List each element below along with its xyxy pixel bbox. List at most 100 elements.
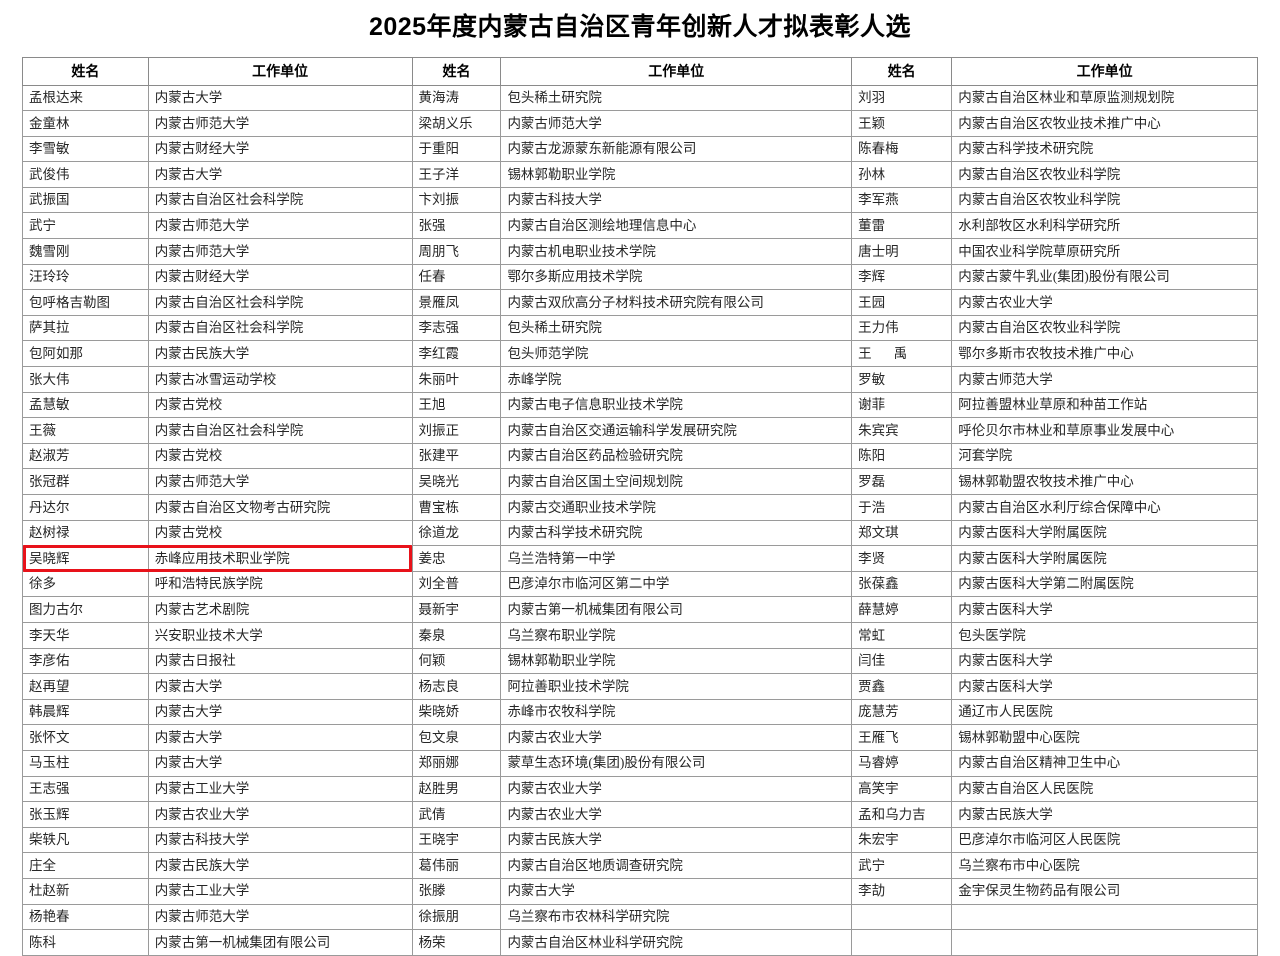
table-cell-name: 吴晓辉: [22, 545, 149, 572]
table-cell-name: 武宁: [851, 852, 953, 879]
table-cell-unit: 巴彦淖尔市临河区人民医院: [951, 826, 1258, 854]
table-cell-unit: 赤峰应用技术职业学院: [147, 545, 413, 572]
table-cell-unit: 阿拉善盟林业草原和种苗工作站: [951, 391, 1258, 419]
table-cell-name: 黄海涛: [411, 84, 502, 112]
table-cell-unit: 内蒙古大学: [147, 724, 413, 751]
table-cell-name: 赵淑芳: [22, 442, 149, 470]
table-cell-name: 于浩: [851, 494, 953, 521]
table-cell-name: 张玉辉: [22, 801, 149, 828]
table-cell-unit: 内蒙古蒙牛乳业(集团)股份有限公司: [951, 263, 1258, 291]
table-cell-unit: 内蒙古龙源蒙东新能源有限公司: [500, 135, 853, 163]
table-cell-name: 赵树禄: [22, 519, 149, 547]
table-cell-name: 王力伟: [851, 314, 953, 342]
table-cell-unit: 兴安职业技术大学: [147, 621, 413, 649]
table-cell-name: 刘全普: [411, 570, 502, 598]
table-cell-unit: 锡林郭勒盟中心医院: [951, 724, 1258, 751]
table-cell-name: 卞刘振: [411, 186, 502, 214]
table-row: 韩晨辉 内蒙古大学 柴晓娇 赤峰市农牧科学院 庞慧芳 通辽市人民医院: [22, 698, 1258, 726]
table-row: 包阿如那 内蒙古民族大学 李红霞 包头师范学院王禹鄂尔多斯市农牧技术推广中心: [22, 340, 1258, 368]
table-cell-unit: 包头师范学院: [500, 340, 853, 368]
table-cell-name: 谢菲: [851, 391, 953, 419]
table-cell-name: 梁胡义乐: [411, 110, 502, 137]
table-row: 马玉柱 内蒙古大学 郑丽娜 蒙草生态环境(集团)股份有限公司 马睿婷 内蒙古自治区精神卫生…: [22, 749, 1258, 777]
table-cell-unit: 内蒙古民族大学: [500, 826, 853, 854]
table-cell-unit: 内蒙古党校: [147, 391, 413, 419]
table-cell-name: 王园: [851, 289, 953, 316]
table-cell-name: 罗敏: [851, 366, 953, 393]
table-cell-name: 李红霞: [411, 340, 502, 368]
table-cell-unit: 包头医学院: [951, 621, 1258, 649]
table-cell-name: 孟根达来: [22, 84, 149, 112]
table-cell-unit: 鄂尔多斯应用技术学院: [500, 263, 853, 291]
table-cell-name: 萨其拉: [22, 314, 149, 342]
table-cell-unit: 内蒙古农业大学: [147, 801, 413, 828]
table-cell-unit: 内蒙古自治区林业科学研究院: [500, 929, 853, 956]
table-cell-name: 高笑宇: [851, 775, 953, 803]
table-cell-unit: 内蒙古医科大学第二附属医院: [951, 570, 1258, 598]
table-row: 赵再望 内蒙古大学 杨志良 阿拉善职业技术学院 贾鑫 内蒙古医科大学: [22, 673, 1258, 700]
table-cell-name: 聂新宇: [411, 596, 502, 623]
table-cell-unit: 内蒙古医科大学: [951, 647, 1258, 675]
table-cell-empty: [951, 929, 1258, 956]
table-cell-name: 包阿如那: [22, 340, 149, 368]
table-cell-name: 汪玲玲: [22, 263, 149, 291]
table-cell-unit: 内蒙古农业大学: [500, 775, 853, 803]
table-cell-unit: 内蒙古自治区社会科学院: [147, 314, 413, 342]
table-cell-unit: 内蒙古自治区精神卫生中心: [951, 749, 1258, 777]
table-cell-unit: 内蒙古自治区国土空间规划院: [500, 468, 853, 495]
table-cell-unit: 内蒙古师范大学: [147, 903, 413, 931]
table-cell-unit: 内蒙古师范大学: [147, 212, 413, 240]
table-cell-name: 杜赵新: [22, 877, 149, 905]
table-cell-unit: 锡林郭勒盟农牧技术推广中心: [951, 468, 1258, 495]
column-header-name-3: 姓名: [851, 56, 953, 86]
table-cell-name: 徐多: [22, 570, 149, 598]
table-cell-name: 庄全: [22, 852, 149, 879]
table-cell-unit: 内蒙古医科大学附属医院: [951, 545, 1258, 572]
table-cell-name: 陈科: [22, 929, 149, 956]
table-row: 武俊伟 内蒙古大学 王子洋 锡林郭勒职业学院 孙林 内蒙古自治区农牧业科学院: [22, 161, 1258, 188]
table-cell-name: 韩晨辉: [22, 698, 149, 726]
table-cell-empty: [951, 903, 1258, 931]
table-cell-name: 董雷: [851, 212, 953, 240]
table-cell-name: 吴晓光: [411, 468, 502, 495]
table-cell-name: 王雁飞: [851, 724, 953, 751]
table-cell-name: 朱宏宇: [851, 826, 953, 854]
table-cell-unit: 内蒙古科学技术研究院: [500, 519, 853, 547]
table-cell-unit: 内蒙古第一机械集团有限公司: [500, 596, 853, 623]
table-header: 姓名 工作单位 姓名 工作单位 姓名 工作单位: [22, 56, 1258, 86]
table-cell-name: 张建平: [411, 442, 502, 470]
table-cell-unit: 内蒙古自治区社会科学院: [147, 417, 413, 444]
table-cell-unit: 内蒙古师范大学: [500, 110, 853, 137]
table-cell-unit: 内蒙古科技大学: [500, 186, 853, 214]
table-cell-name: 徐振朋: [411, 903, 502, 931]
table-cell-name: 薛慧婷: [851, 596, 953, 623]
table-cell-name: 贾鑫: [851, 673, 953, 700]
table-cell-name: 王晓宇: [411, 826, 502, 854]
table-cell-unit: 内蒙古自治区测绘地理信息中心: [500, 212, 853, 240]
table-row: 孟根达来 内蒙古大学 黄海涛 包头稀土研究院 刘羽 内蒙古自治区林业和草原监测规划院: [22, 84, 1258, 112]
table-cell-unit: 内蒙古师范大学: [147, 238, 413, 265]
table-cell-unit: 乌兰察布市中心医院: [951, 852, 1258, 879]
table-cell-unit: 内蒙古师范大学: [147, 468, 413, 495]
table-cell-name: 常虹: [851, 621, 953, 649]
table-row: 张怀文 内蒙古大学 包文泉 内蒙古农业大学 王雁飞 锡林郭勒盟中心医院: [22, 724, 1258, 751]
table-cell-name: 王颖: [851, 110, 953, 137]
table-cell-unit: 赤峰学院: [500, 366, 853, 393]
table-cell-name: 李志强: [411, 314, 502, 342]
column-header-name-1: 姓名: [22, 56, 149, 86]
table-cell-unit: 内蒙古工业大学: [147, 877, 413, 905]
table-cell-unit: 包头稀土研究院: [500, 84, 853, 112]
table-row: 张玉辉 内蒙古农业大学 武倩 内蒙古农业大学 孟和乌力吉 内蒙古民族大学: [22, 801, 1258, 828]
table-cell-unit: 内蒙古自治区药品检验研究院: [500, 442, 853, 470]
table-row: 包呼格吉勒图 内蒙古自治区社会科学院 景雁凤 内蒙古双欣高分子材料技术研究院有限公司王…: [22, 289, 1258, 316]
table-cell-unit: 内蒙古师范大学: [147, 110, 413, 137]
table-row: 赵树禄 内蒙古党校 徐道龙 内蒙古科学技术研究院 郑文琪 内蒙古医科大学附属医院: [22, 519, 1258, 547]
table-body: 孟根达来 内蒙古大学 黄海涛 包头稀土研究院 刘羽 内蒙古自治区林业和草原监测规划院 金童林…: [22, 84, 1258, 956]
table-cell-name: 徐道龙: [411, 519, 502, 547]
table-cell-name: 李天华: [22, 621, 149, 649]
table-cell-name: 曹宝栋: [411, 494, 502, 521]
table-cell-name: 王子洋: [411, 161, 502, 188]
table-cell-unit: 乌兰浩特第一中学: [500, 545, 853, 572]
table-cell-name: 刘羽: [851, 84, 953, 112]
document-page: 2025年度内蒙古自治区青年创新人才拟表彰人选 姓名 工作单位 姓名 工作单位 …: [22, 13, 1258, 956]
